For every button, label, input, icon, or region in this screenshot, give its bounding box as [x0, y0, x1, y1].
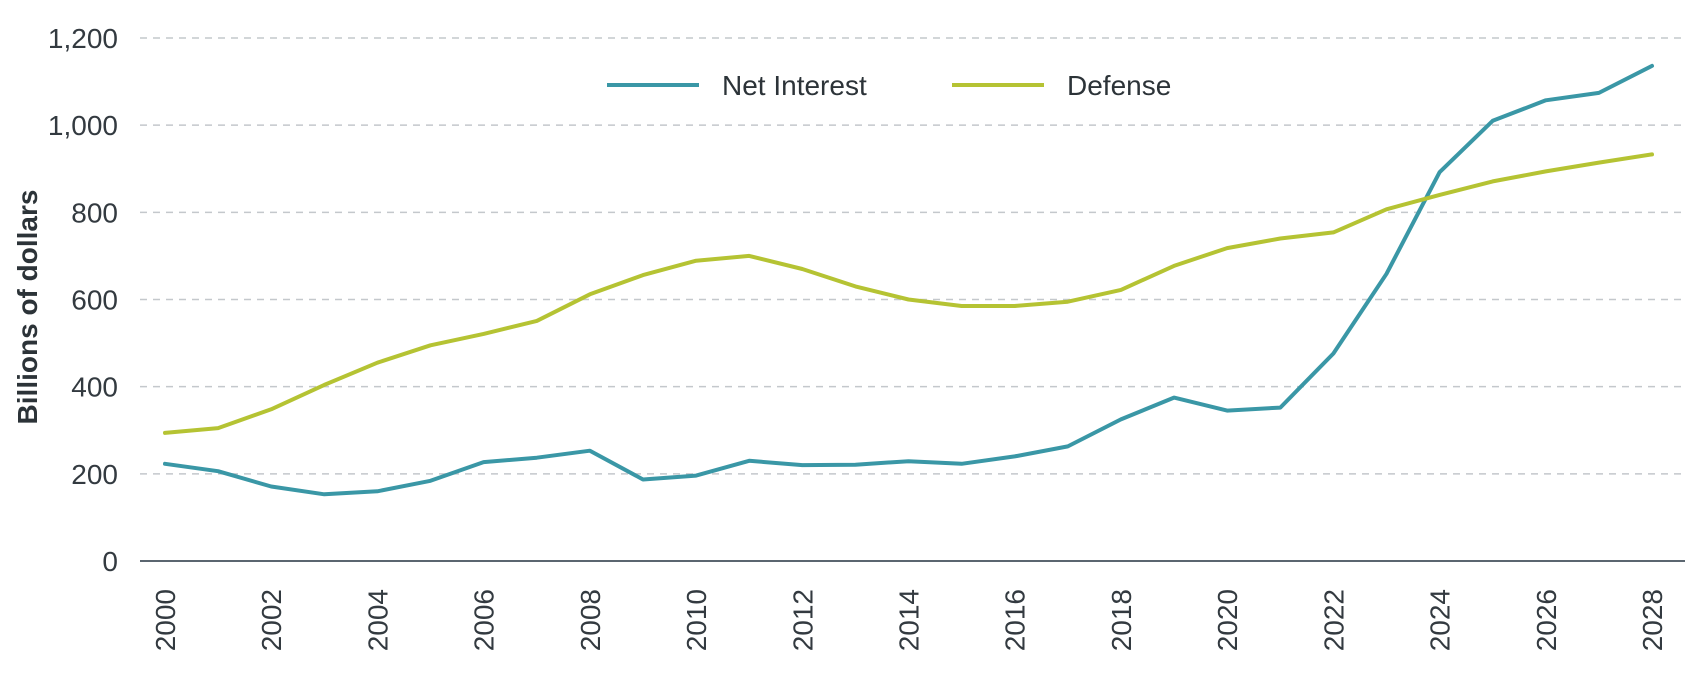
x-tick-label: 2014: [894, 589, 925, 651]
x-tick-label: 2004: [362, 589, 393, 651]
y-tick-label: 600: [71, 285, 118, 316]
y-tick-label: 1,200: [48, 23, 118, 54]
x-tick-label: 2026: [1531, 589, 1562, 651]
y-tick-label: 1,000: [48, 110, 118, 141]
x-tick-label: 2018: [1106, 589, 1137, 651]
y-tick-label: 400: [71, 372, 118, 403]
legend-label: Net Interest: [722, 70, 867, 101]
series-line-defense: [163, 152, 1654, 435]
legend: Net Interest Defense: [607, 70, 1171, 101]
x-tick-label: 2016: [1000, 589, 1031, 651]
x-tick-label: 2024: [1425, 589, 1456, 651]
x-axis-tick-labels: 2000 2002 2004 2006 2008 2010 2012 2014 2016 2018…: [150, 589, 1668, 651]
x-tick-label: 2008: [575, 589, 606, 651]
y-axis-label: Billions of dollars: [12, 190, 43, 425]
x-tick-label: 2012: [787, 589, 818, 651]
y-tick-label: 200: [71, 459, 118, 490]
series-lines: [163, 63, 1654, 497]
y-tick-label: 0: [102, 546, 118, 577]
x-tick-label: 2002: [256, 589, 287, 651]
series-line-net-interest: [163, 63, 1654, 497]
grid-lines: [140, 37, 1685, 475]
x-tick-label: 2006: [469, 589, 500, 651]
legend-label: Defense: [1067, 70, 1171, 101]
y-tick-label: 800: [71, 197, 118, 228]
x-tick-label: 2000: [150, 589, 181, 651]
x-tick-label: 2028: [1637, 589, 1668, 651]
x-tick-label: 2010: [681, 589, 712, 651]
y-axis-tick-labels: 0 200 400 600 800 1,000 1,200: [48, 23, 118, 577]
x-tick-label: 2022: [1318, 589, 1349, 651]
x-tick-label: 2020: [1212, 589, 1243, 651]
